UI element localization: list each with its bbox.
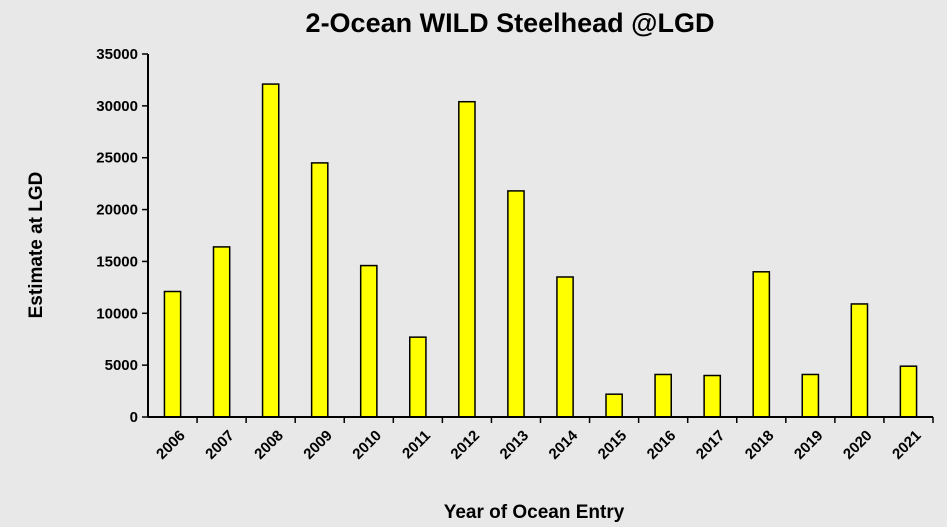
x-tick-label-2021: 2021 [889, 427, 925, 463]
x-tick-label-2020: 2020 [840, 427, 876, 463]
bar-2007 [212, 246, 231, 418]
bar-2019 [801, 373, 820, 418]
x-tick-label-2006: 2006 [153, 427, 189, 463]
bar-2012 [458, 100, 476, 418]
x-axis-label: Year of Ocean Entry [444, 502, 625, 523]
y-tick-label: 25000 [96, 150, 138, 167]
y-tick-label: 10000 [96, 305, 138, 322]
bar-2021 [899, 365, 918, 418]
bar-2006 [163, 290, 182, 418]
x-tick-label-2011: 2011 [399, 427, 434, 462]
chart-title: 2-Ocean WILD Steelhead @LGD [306, 8, 715, 38]
y-tick-label: 0 [130, 409, 138, 426]
bar-2010 [359, 264, 378, 418]
x-tick-label-2010: 2010 [349, 427, 385, 463]
x-tick-label-2008: 2008 [251, 427, 287, 463]
x-tick-label-2007: 2007 [202, 427, 238, 463]
x-tick-label-2016: 2016 [644, 427, 680, 463]
x-tick-label-2015: 2015 [595, 427, 631, 463]
x-tick-label-2019: 2019 [791, 427, 827, 463]
bar-2020 [850, 303, 869, 418]
x-tick-label-2009: 2009 [300, 427, 336, 463]
y-tick-label: 5000 [105, 357, 138, 374]
bar-2018 [752, 271, 771, 418]
y-axis-label: Estimate at LGD [26, 172, 47, 319]
x-tick-label-2013: 2013 [497, 427, 533, 463]
bar-2013 [507, 190, 525, 418]
bars-group [163, 83, 918, 418]
y-tick-label: 30000 [96, 98, 138, 115]
x-tick-label-2018: 2018 [742, 427, 778, 463]
bar-2008 [261, 83, 280, 418]
y-tick-label: 35000 [96, 46, 138, 63]
x-tick-label-2017: 2017 [693, 427, 729, 463]
bar-2011 [408, 336, 427, 418]
y-tick-label: 20000 [96, 202, 138, 219]
bar-2014 [556, 276, 574, 418]
bar-2016 [654, 373, 673, 418]
bar-2009 [310, 162, 329, 418]
bar-2017 [703, 374, 722, 418]
y-tick-label: 15000 [96, 253, 138, 270]
bar-2015 [605, 393, 623, 418]
y-ticks-group: 0 5000 10000 15000 20000 25000 30000 35000 [96, 46, 148, 426]
x-tick-label-2014: 2014 [546, 427, 582, 463]
x-ticks-group: 2006 2007 2008 2009 2010 2011 2012 2013 2014 2015… [153, 417, 934, 463]
x-tick-label-2012: 2012 [447, 427, 483, 463]
